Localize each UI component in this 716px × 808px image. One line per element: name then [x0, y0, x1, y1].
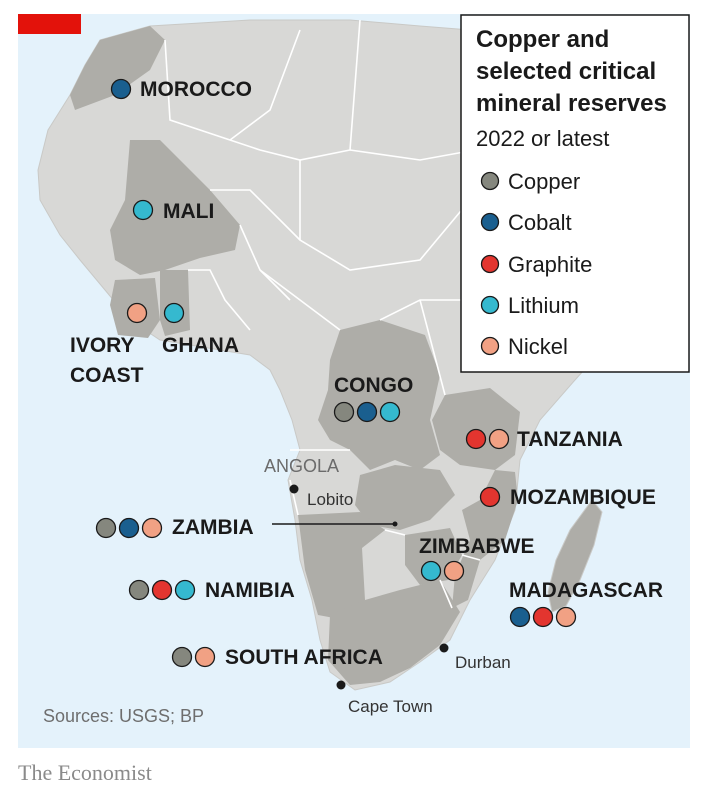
congo-shape — [318, 320, 440, 470]
country-label-ivory-coast-line2: COAST — [70, 364, 144, 387]
namibia-graphite-dot — [151, 579, 173, 601]
madagascar-nickel-dot — [555, 606, 577, 628]
south-africa-shape — [328, 580, 460, 685]
country-ivory-coast: IVORY COAST — [70, 302, 148, 387]
country-borders — [164, 19, 521, 609]
namibia-lithium-dot — [174, 579, 196, 601]
country-morocco: MOROCCO — [110, 78, 252, 101]
country-label-ivory-coast-line1: IVORY — [70, 334, 135, 357]
legend-subtitle: 2022 or latest — [476, 126, 609, 151]
country-label-mali: MALI — [163, 200, 214, 223]
madagascar-graphite-dot — [532, 606, 554, 628]
country-label-tanzania: TANZANIA — [517, 428, 623, 451]
legend-label-nickel: Nickel — [508, 334, 568, 359]
zimbabwe-lithium-dot — [420, 560, 442, 582]
legend-swatch-lithium — [480, 295, 500, 315]
country-label-zambia: ZAMBIA — [172, 516, 254, 539]
country-south-africa: SOUTH AFRICA — [171, 646, 383, 669]
brand-footer: The Economist — [18, 760, 152, 785]
country-mali: MALI — [132, 199, 214, 223]
country-zimbabwe: ZIMBABWE — [419, 535, 534, 582]
mali-lithium-dot — [132, 199, 154, 221]
zambia-shape — [355, 465, 455, 530]
country-label-congo: CONGO — [334, 374, 413, 397]
city-label-cape-town: Cape Town — [348, 697, 433, 716]
legend-title-line1: Copper and — [476, 26, 609, 53]
morocco-cobalt-dot — [110, 78, 132, 100]
madagascar-cobalt-dot — [509, 606, 531, 628]
country-ghana: GHANA — [162, 302, 239, 357]
line-end-dot — [392, 521, 398, 527]
legend: Copper and selected critical mineral res… — [460, 14, 690, 373]
country-label-namibia: NAMIBIA — [205, 579, 295, 602]
morocco-shape — [70, 26, 165, 110]
lobito-marker — [289, 484, 299, 494]
country-label-morocco: MOROCCO — [140, 78, 252, 101]
country-madagascar: MADAGASCAR — [509, 579, 663, 628]
ivory-coast-nickel-dot — [126, 302, 148, 324]
country-congo: CONGO — [333, 374, 413, 423]
namibia-shape — [298, 512, 385, 620]
legend-label-graphite: Graphite — [508, 252, 592, 277]
mali-shape — [110, 140, 240, 275]
legend-box — [460, 14, 690, 373]
zambia-copper-dot — [95, 517, 117, 539]
country-mozambique: MOZAMBIQUE — [479, 486, 656, 509]
mozambique-shape — [452, 470, 518, 608]
legend-label-lithium: Lithium — [508, 293, 579, 318]
legend-label-cobalt: Cobalt — [508, 210, 572, 235]
tanzania-graphite-dot — [465, 428, 487, 450]
zambia-nickel-dot — [141, 517, 163, 539]
namibia-copper-dot — [128, 579, 150, 601]
zambia-cobalt-dot — [118, 517, 140, 539]
legend-swatch-cobalt — [480, 212, 500, 232]
congo-lithium-dot — [379, 401, 401, 423]
country-label-madagascar: MADAGASCAR — [509, 579, 663, 602]
cape-town-marker — [336, 680, 346, 690]
congo-copper-dot — [333, 401, 355, 423]
ghana-lithium-dot — [163, 302, 185, 324]
south-africa-copper-dot — [171, 646, 193, 668]
country-zambia: ZAMBIA — [95, 516, 254, 539]
congo-cobalt-dot — [356, 401, 378, 423]
south-africa-nickel-dot — [194, 646, 216, 668]
angola-label: ANGOLA — [264, 456, 339, 476]
country-label-ghana: GHANA — [162, 334, 239, 357]
legend-title-line2: selected critical — [476, 58, 656, 85]
country-label-mozambique: MOZAMBIQUE — [510, 486, 656, 509]
durban-marker — [439, 643, 449, 653]
legend-label-copper: Copper — [508, 169, 580, 194]
country-label-south-africa: SOUTH AFRICA — [225, 646, 383, 669]
source-note: Sources: USGS; BP — [43, 706, 204, 726]
city-label-durban: Durban — [455, 653, 511, 672]
legend-items: Copper Cobalt Graphite Lithium Nickel — [480, 169, 592, 359]
brand-tag — [18, 14, 81, 34]
country-namibia: NAMIBIA — [128, 579, 295, 602]
country-label-zimbabwe: ZIMBABWE — [419, 535, 534, 558]
country-tanzania: TANZANIA — [465, 428, 623, 451]
zimbabwe-nickel-dot — [443, 560, 465, 582]
madagascar-landmass — [547, 499, 603, 613]
legend-swatch-copper — [480, 171, 500, 191]
legend-swatch-graphite — [480, 254, 500, 274]
city-label-lobito: Lobito — [307, 490, 353, 509]
legend-swatch-nickel — [480, 336, 500, 356]
legend-title-line3: mineral reserves — [476, 90, 667, 117]
tanzania-nickel-dot — [488, 428, 510, 450]
mozambique-graphite-dot — [479, 486, 501, 508]
